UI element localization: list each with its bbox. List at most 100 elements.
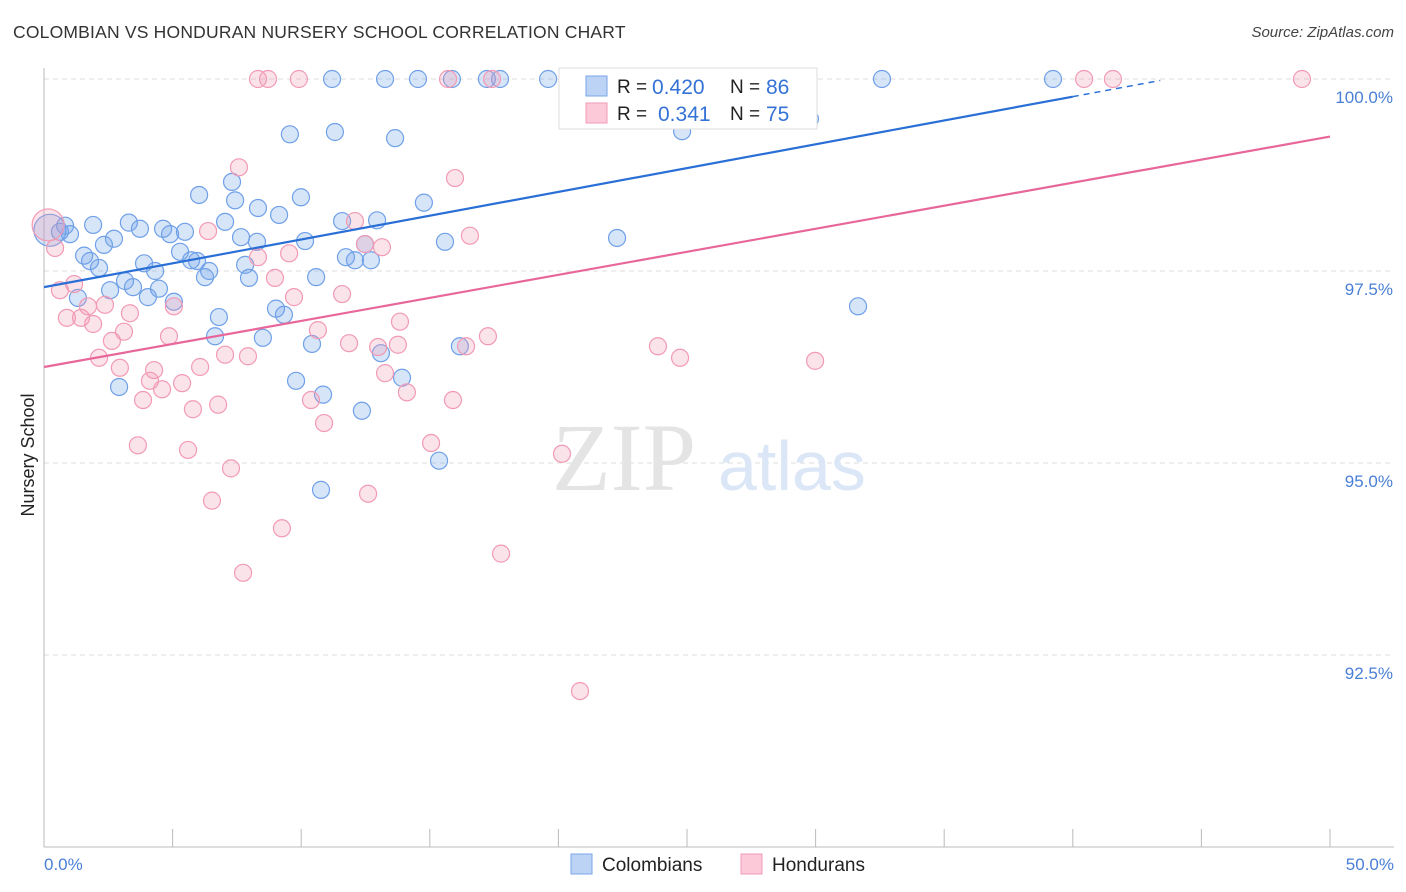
data-point: [280, 125, 299, 144]
data-point: [238, 347, 258, 366]
data-point: [552, 444, 572, 463]
data-point: [164, 297, 183, 316]
r-label-1: R =: [617, 104, 647, 125]
series-legend: Colombians Hondurans: [570, 853, 865, 876]
data-point: [209, 395, 228, 414]
data-point: [55, 216, 75, 235]
data-point: [438, 69, 458, 89]
data-point: [372, 238, 392, 257]
y-tick-labels: 100.0% 97.5% 95.0% 92.5%: [1335, 88, 1393, 683]
data-point: [477, 69, 496, 89]
data-point: [289, 69, 308, 89]
y-tick-label: 95.0%: [1345, 472, 1393, 491]
data-point: [152, 380, 172, 399]
data-point: [345, 251, 365, 270]
data-point: [120, 304, 140, 323]
data-point: [84, 314, 103, 334]
n-value-1: 75: [766, 103, 789, 126]
data-point: [390, 312, 410, 331]
data-point: [308, 321, 328, 340]
hondurans-points: [31, 69, 1312, 701]
trend-line: [43, 95, 1074, 289]
data-point: [202, 491, 222, 510]
data-point: [570, 681, 590, 701]
data-point: [369, 337, 388, 357]
data-point: [286, 371, 306, 390]
data-point: [339, 334, 359, 353]
colombians-swatch: [585, 75, 608, 97]
data-point: [31, 208, 65, 242]
data-point: [460, 226, 480, 245]
data-point: [805, 351, 825, 370]
data-point: [225, 191, 245, 210]
data-point: [429, 451, 449, 470]
axes: [43, 68, 1394, 848]
data-point: [352, 401, 371, 420]
data-point: [443, 390, 463, 410]
hondurans-swatch: [585, 102, 608, 124]
data-point: [215, 345, 235, 364]
data-point: [258, 69, 278, 89]
data-point: [1292, 69, 1312, 89]
r-value-1: 0.341: [658, 103, 711, 126]
data-point: [442, 69, 462, 89]
data-point: [195, 268, 215, 287]
data-point: [215, 212, 235, 231]
trend-lines: [43, 79, 1331, 369]
y-tick-label: 100.0%: [1335, 88, 1393, 107]
trend-line: [43, 135, 1331, 369]
data-point: [248, 69, 268, 89]
data-point: [491, 544, 511, 563]
data-point: [84, 215, 103, 235]
data-point: [272, 519, 292, 538]
data-point: [248, 198, 268, 218]
data-point: [848, 297, 868, 316]
data-point: [450, 337, 469, 356]
data-point: [435, 232, 455, 251]
data-point: [123, 278, 143, 297]
data-point: [872, 69, 892, 89]
data-point: [478, 327, 498, 346]
data-point: [375, 69, 395, 89]
data-point: [1075, 69, 1094, 89]
data-point: [94, 235, 114, 254]
chart-title: COLOMBIAN VS HONDURAN NURSERY SCHOOL COR…: [13, 22, 626, 42]
data-point: [280, 244, 299, 263]
data-point: [221, 459, 241, 478]
data-point: [160, 225, 180, 244]
y-tick-label: 92.5%: [1345, 664, 1393, 683]
data-point: [110, 358, 129, 377]
data-point: [291, 188, 311, 207]
source-label: Source: ZipAtlas.com: [1251, 24, 1394, 41]
data-point: [248, 248, 268, 267]
data-point: [332, 211, 352, 231]
data-point: [119, 213, 138, 232]
legend-colombians-swatch: [570, 853, 593, 875]
data-point: [1103, 69, 1123, 89]
data-point: [57, 308, 76, 327]
data-point: [392, 368, 412, 387]
data-point: [301, 390, 321, 410]
data-point: [144, 360, 164, 380]
data-point: [295, 231, 315, 251]
data-point: [358, 484, 378, 503]
data-point: [175, 222, 195, 241]
data-point: [345, 211, 365, 231]
colombians-points: [33, 69, 1063, 499]
data-point: [173, 374, 192, 393]
data-point: [325, 122, 344, 142]
data-point: [164, 292, 183, 311]
data-point: [1043, 69, 1063, 89]
watermark-atlas: atlas: [718, 427, 866, 505]
data-point: [361, 251, 381, 270]
y-tick-label: 97.5%: [1345, 280, 1393, 299]
data-point: [222, 172, 242, 192]
data-point: [229, 158, 249, 177]
r-value-0: 0.420: [652, 76, 705, 99]
data-point: [253, 328, 272, 347]
data-point: [307, 268, 326, 287]
data-point: [128, 436, 147, 455]
data-point: [456, 337, 476, 356]
data-point: [233, 563, 253, 582]
